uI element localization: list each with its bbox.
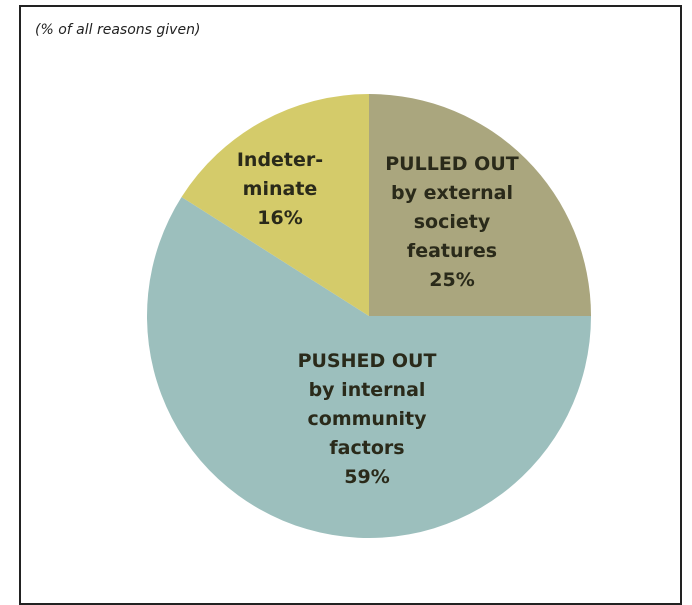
slice-indeterminate: [181, 94, 369, 316]
slice-indeterminate-label: Indeter-minate 16%: [237, 149, 323, 229]
slice-pulled-out-label: PULLED OUT by external society features 25%: [385, 153, 519, 291]
slice-pushed-out-label: PUSHED OUT by internal community factors 59%: [298, 350, 437, 488]
chart-subtitle: (% of all reasons given): [35, 22, 201, 38]
slice-pulled-out: [369, 94, 591, 316]
slice-pushed-out: [147, 197, 591, 538]
